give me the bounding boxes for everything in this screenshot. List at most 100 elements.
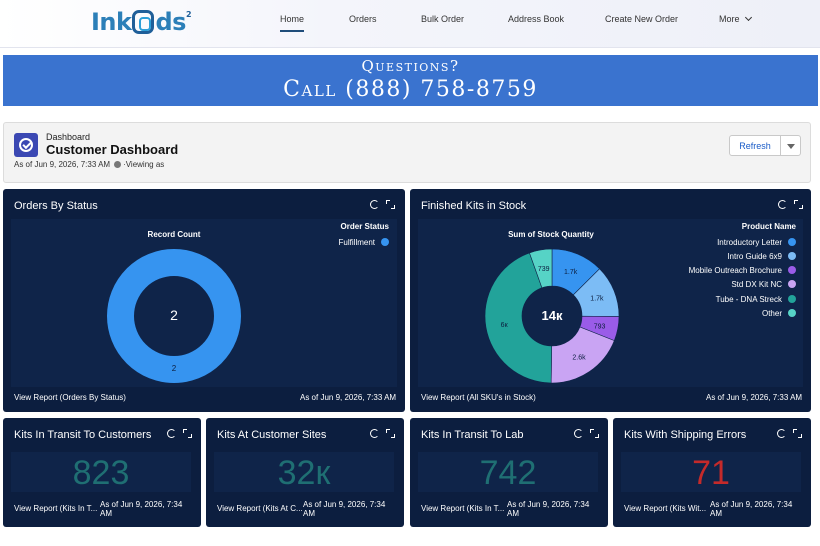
refresh-icon[interactable]: [370, 429, 379, 438]
card-title: Kits At Customer Sites: [217, 429, 327, 441]
donut-center-label: 14к: [542, 308, 563, 323]
metric-value: 742: [479, 454, 537, 492]
nav-orders[interactable]: Orders: [349, 14, 377, 24]
inkwoods-logo[interactable]: Ink ds 2: [91, 7, 192, 37]
expand-icon[interactable]: [793, 429, 802, 438]
slice-label-fulfillment: 2: [172, 364, 177, 373]
legend-title: Order Status: [340, 222, 389, 231]
card-title: Kits With Shipping Errors: [624, 429, 747, 441]
card-title: Kits In Transit To Customers: [14, 429, 152, 441]
view-report-link[interactable]: View Report (Kits In T...: [14, 504, 98, 513]
info-icon: [114, 161, 122, 168]
slice-label: 793: [594, 323, 606, 330]
legend-swatch: [788, 309, 796, 317]
orders-by-status-card: Orders By Status Record Count Order Stat…: [3, 189, 405, 412]
dashboard-breadcrumb: Dashboard: [46, 132, 91, 142]
donut-slice-tube-dna-streck[interactable]: [484, 252, 552, 384]
legend-swatch: [788, 238, 796, 246]
logo-text-a: Ink: [91, 8, 132, 36]
kits-transit-customers-card: Kits In Transit To Customers 823 View Re…: [3, 418, 201, 527]
legend-item-intro-guide[interactable]: Intro Guide 6x9: [676, 252, 796, 261]
nav-create-new-order[interactable]: Create New Order: [605, 14, 679, 24]
logo-text-b: ds: [155, 8, 186, 36]
donut-center-label: 2: [170, 307, 178, 323]
view-report-link[interactable]: View Report (Orders By Status): [14, 393, 126, 402]
refresh-icon[interactable]: [574, 429, 583, 438]
legend-item-fulfillment[interactable]: Fulfillment: [269, 238, 389, 247]
metric-panel: 32к: [214, 452, 394, 492]
slice-label: 739: [538, 266, 550, 273]
dashboard-header: Dashboard Customer Dashboard As of Jun 9…: [3, 122, 811, 183]
card-as-of: As of Jun 9, 2026, 7:34 AM: [710, 500, 793, 518]
refresh-icon[interactable]: [778, 200, 787, 209]
nav-home[interactable]: Home: [280, 14, 305, 32]
viewing-as-text: ·Viewing as: [123, 160, 165, 169]
top-navigation: Ink ds 2 Home Orders Bulk Order Address …: [0, 0, 820, 48]
legend-label: Intro Guide 6x9: [727, 252, 782, 261]
card-as-of: As of Jun 9, 2026, 7:34 AM: [303, 500, 386, 518]
nav-address-book[interactable]: Address Book: [508, 14, 565, 24]
slice-labels: 1.7k 1.7k 793 2.6k 6к 739: [501, 266, 606, 361]
slice-label: 6к: [501, 322, 509, 329]
legend-item-tube-dna[interactable]: Tube - DNA Streck: [676, 295, 796, 304]
chart-panel: Record Count Order Status Fulfillment 2 …: [11, 219, 397, 387]
chart-title: Record Count: [147, 230, 201, 239]
metric-value: 32к: [277, 454, 331, 492]
legend-item-mobile-outreach[interactable]: Mobile Outreach Brochure: [676, 266, 796, 275]
card-title: Finished Kits in Stock: [421, 200, 527, 212]
refresh-icon[interactable]: [167, 429, 176, 438]
expand-icon[interactable]: [590, 429, 599, 438]
legend-item-introductory-letter[interactable]: Introductory Letter: [676, 238, 796, 247]
legend-item-other[interactable]: Other: [676, 309, 796, 318]
legend-swatch: [788, 252, 796, 260]
expand-icon[interactable]: [386, 429, 395, 438]
finished-kits-card: Finished Kits in Stock Sum of Stock Quan…: [410, 189, 811, 412]
logo-ring-icon: [132, 10, 155, 34]
view-report-link[interactable]: View Report (Kits In T...: [421, 504, 505, 513]
refresh-icon[interactable]: [777, 429, 786, 438]
expand-icon[interactable]: [183, 429, 192, 438]
legend-label: Introductory Letter: [717, 238, 782, 247]
legend-label: Std DX Kit NC: [731, 280, 782, 289]
dashboard-icon: [14, 133, 38, 157]
donut-slice-other[interactable]: [529, 248, 553, 289]
kits-transit-lab-card: Kits In Transit To Lab 742 View Report (…: [410, 418, 608, 527]
view-report-link[interactable]: View Report (Kits Wit...: [624, 504, 707, 513]
refresh-dropdown-button[interactable]: [780, 135, 801, 156]
refresh-icon[interactable]: [370, 200, 379, 209]
chart-title: Sum of Stock Quantity: [508, 230, 594, 239]
dashboard-as-of: As of Jun 9, 2026, 7:33 AM ·Viewing as: [14, 160, 164, 169]
view-report-link[interactable]: View Report (All SKU's in Stock): [421, 393, 536, 402]
legend-swatch: [381, 238, 389, 246]
legend-label: Fulfillment: [338, 238, 375, 247]
card-as-of: As of Jun 9, 2026, 7:34 AM: [507, 500, 590, 518]
legend-swatch: [788, 266, 796, 274]
card-as-of: As of Jun 9, 2026, 7:34 AM: [100, 500, 183, 518]
metric-panel: 823: [11, 452, 191, 492]
metric-panel: 71: [621, 452, 801, 492]
metric-panel: 742: [418, 452, 598, 492]
banner-phone: Call (888) 758-8759: [283, 77, 538, 102]
kits-customer-sites-card: Kits At Customer Sites 32к View Report (…: [206, 418, 404, 527]
donut-slices: [107, 249, 241, 383]
expand-icon[interactable]: [794, 200, 803, 209]
legend-item-std-dx-kit[interactable]: Std DX Kit NC: [676, 280, 796, 289]
kits-shipping-errors-card: Kits With Shipping Errors 71 View Report…: [613, 418, 811, 527]
page-title: Customer Dashboard: [46, 142, 179, 157]
slice-label: 2.6k: [572, 354, 586, 361]
nav-more[interactable]: More: [719, 13, 752, 24]
card-title: Kits In Transit To Lab: [421, 429, 524, 441]
card-as-of: As of Jun 9, 2026, 7:33 AM: [706, 393, 803, 402]
legend-label: Other: [761, 309, 782, 318]
legend-swatch: [788, 280, 796, 288]
legend-title: Product Name: [741, 222, 796, 231]
nav-bulk-order[interactable]: Bulk Order: [421, 14, 465, 24]
chart-panel: Sum of Stock Quantity Product Name Intro…: [418, 219, 803, 387]
chevron-down-icon: [744, 13, 752, 22]
refresh-button[interactable]: Refresh: [729, 135, 781, 156]
donut-slice-fulfillment[interactable]: [107, 249, 241, 383]
expand-icon[interactable]: [386, 200, 395, 209]
donut-slices: [484, 248, 620, 384]
legend-swatch: [788, 295, 796, 303]
view-report-link[interactable]: View Report (Kits At C...: [217, 504, 303, 513]
